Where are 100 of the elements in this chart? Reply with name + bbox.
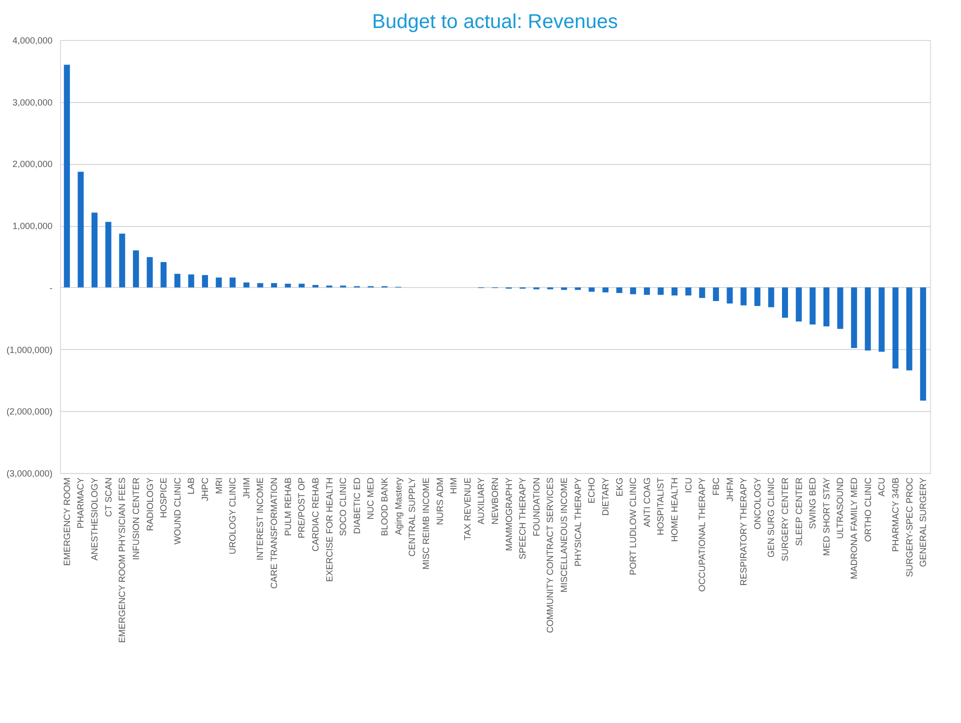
x-tick-label: CARE TRANSFORMATION: [269, 478, 280, 589]
y-tick-label: (1,000,000): [6, 344, 52, 355]
x-tick-label: INFUSION CENTER: [130, 477, 141, 560]
y-tick-label: 4,000,000: [12, 36, 52, 46]
bar: [796, 287, 802, 322]
x-tick-label: JHFM: [724, 478, 735, 502]
bar: [837, 287, 844, 329]
bar: [878, 287, 885, 352]
x-tick-label: ACU: [876, 478, 887, 497]
x-tick-label: PULM REHAB: [282, 478, 293, 536]
bar: [616, 287, 622, 293]
x-tick-label: HOSPITALIST: [656, 477, 666, 536]
bar: [699, 287, 706, 298]
bar: [823, 287, 830, 326]
bar: [782, 287, 788, 318]
x-tick-label: MISCELLANEOUS INCOME: [559, 478, 570, 593]
x-tick-label: SURGERY-SPEC PROC: [904, 477, 914, 578]
x-tick-label: EMERGENCY ROOM: [62, 478, 72, 566]
bar: [658, 287, 664, 295]
x-tick-label: UROLOGY CLINIC: [228, 477, 238, 554]
x-tick-label: CARDIAC REHAB: [310, 478, 320, 552]
bar: [105, 222, 112, 288]
x-tick-label: ONCOLOGY: [752, 478, 762, 530]
bar: [892, 287, 898, 368]
bar: [92, 212, 98, 288]
y-tick-label: (3,000,000): [6, 468, 52, 478]
bar: [132, 250, 139, 288]
bar: [574, 287, 581, 290]
x-tick-label: JHPC: [200, 477, 210, 502]
bar: [230, 278, 236, 288]
x-tick-label: BLOOD BANK: [380, 478, 390, 536]
x-tick-label: MRI: [214, 478, 224, 494]
bar: [754, 287, 760, 306]
x-tick-label: GENERAL SURGERY: [918, 478, 928, 568]
x-tick-label: MED SHORT STAY: [821, 478, 832, 556]
bar: [78, 172, 84, 288]
x-tick-label: DIETARY: [600, 478, 610, 516]
bar: [672, 287, 678, 296]
bar: [740, 287, 747, 306]
bar: [146, 257, 153, 288]
bar: [257, 283, 264, 288]
x-tick-label: PHYSICAL THERAPY: [572, 478, 583, 567]
x-tick-label: DIABETIC ED: [352, 477, 362, 534]
x-tick-label: SOCO CLINIC: [338, 477, 348, 536]
bar: [202, 275, 208, 288]
y-tick-label: 3,000,000: [12, 97, 52, 108]
bar: [630, 287, 636, 294]
x-tick-label: SPEECH THERAPY: [518, 478, 528, 560]
x-tick-label: OCCUPATIONAL THERAPY: [697, 478, 708, 592]
bar: [243, 282, 250, 288]
x-tick-label: WOUND CLINIC: [172, 477, 182, 544]
x-tick-label: PRE/POST OP: [296, 478, 307, 538]
bar: [602, 287, 608, 292]
x-tick-label: PHARMACY: [76, 478, 86, 529]
x-tick-label: EKG: [614, 478, 624, 497]
bar: [851, 287, 858, 348]
bar: [644, 287, 650, 295]
bar: [685, 287, 692, 296]
x-tick-label: COMMUNITY CONTRACT SERVICES: [545, 478, 556, 634]
bar: [271, 283, 278, 288]
x-tick-label: MAMMOGRAPHY: [504, 478, 514, 552]
bar: [768, 287, 774, 308]
x-tick-label: RADIOLOGY: [144, 478, 155, 532]
x-tick-label: PHARMACY 340B: [890, 478, 900, 552]
y-tick-label: 1,000,000: [12, 221, 52, 232]
bar: [810, 287, 816, 325]
x-tick-label: SURGERY CENTER: [780, 477, 790, 562]
x-tick-label: ORTHO CLINIC: [862, 477, 873, 542]
x-tick-label: Aging Mastery: [393, 477, 404, 536]
x-tick-label: HOSPICE: [158, 478, 169, 518]
bar: [726, 287, 733, 304]
bar: [588, 287, 595, 292]
x-tick-label: TAX REVENUE: [462, 478, 472, 540]
x-tick-label: ANTI COAG: [642, 478, 652, 528]
x-tick-label: INTEREST INCOME: [255, 478, 266, 560]
x-tick-label: ICU: [683, 478, 694, 493]
x-tick-label: CT SCAN: [103, 478, 114, 517]
x-tick-label: SWING BED: [808, 477, 818, 530]
x-tick-label: NUC MED: [366, 477, 376, 520]
bar: [561, 287, 568, 290]
x-tick-label: ULTRASOUND: [835, 477, 846, 539]
bar: [160, 262, 167, 288]
bar: [64, 64, 70, 288]
x-tick-label: SLEEP CENTER: [794, 477, 804, 546]
x-tick-label: NURS ADM: [434, 478, 445, 526]
x-tick-label: CENTRAL SUPPLY: [407, 478, 418, 557]
bar: [920, 287, 926, 401]
bar: [906, 287, 912, 370]
x-tick-label: EMERGENCY ROOM PHYSICIAN FEES: [117, 478, 128, 643]
bar: [312, 284, 318, 288]
bar: [119, 234, 126, 288]
x-tick-label: NEWBORN: [490, 478, 500, 524]
x-tick-label: JHIM: [241, 478, 252, 498]
y-tick-label: -: [50, 282, 52, 293]
bar: [216, 278, 222, 288]
bar: [174, 274, 180, 288]
chart-title: Budget to actual: Revenues: [372, 11, 618, 33]
x-tick-label: PORT LUDLOW CLINIC: [628, 477, 638, 576]
x-tick-label: FOUNDATION: [531, 478, 542, 536]
x-tick-label: LAB: [186, 478, 196, 495]
